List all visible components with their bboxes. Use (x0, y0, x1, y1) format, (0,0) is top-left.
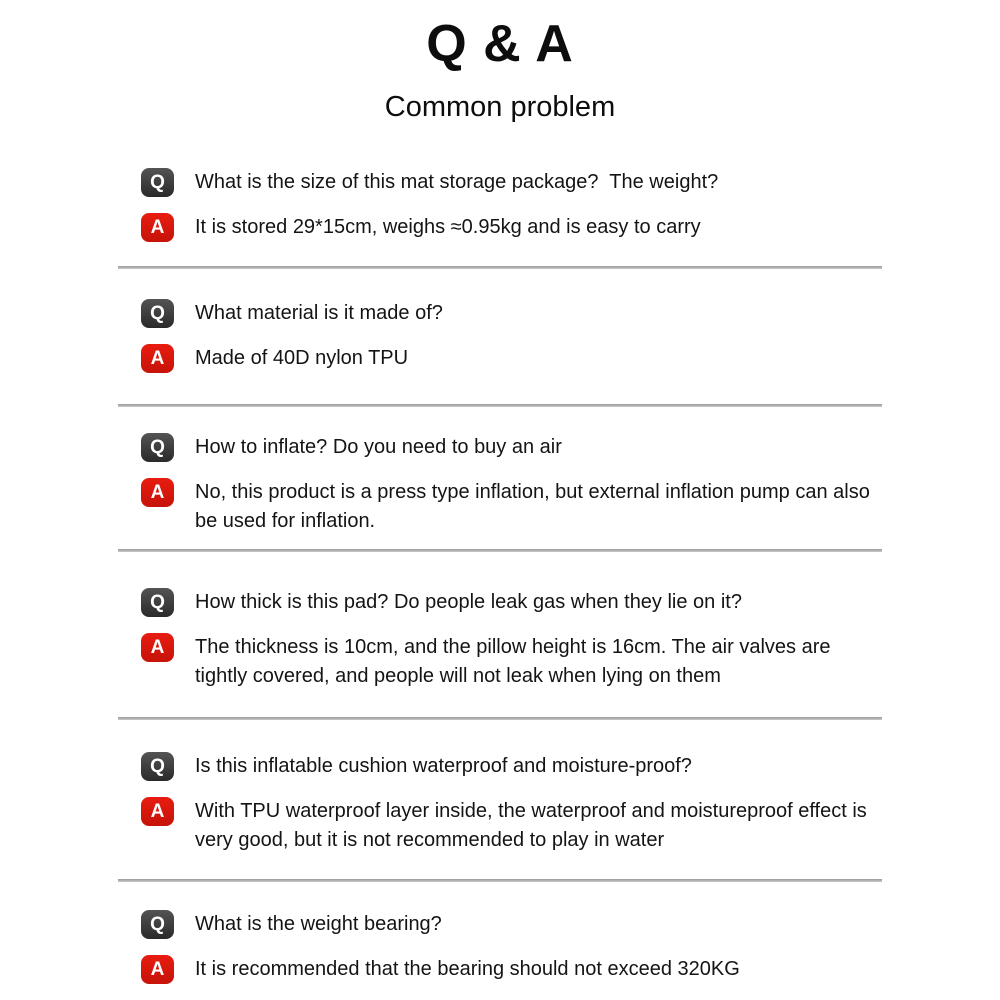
answer-text: It is recommended that the bearing shoul… (195, 958, 740, 980)
question-icon: Q (141, 910, 174, 939)
answer-icon: A (141, 213, 174, 242)
answer-row: A No, this product is a press type infla… (141, 478, 885, 536)
question-row: Q How to inflate? Do you need to buy an … (141, 433, 885, 462)
question-icon: Q (141, 752, 174, 781)
question-text: What is the size of this mat storage pac… (195, 171, 719, 193)
qa-item: Q What material is it made of? A Made of… (141, 299, 885, 373)
answer-icon: A (141, 344, 174, 373)
answer-text: With TPU waterproof layer inside, the wa… (195, 800, 873, 851)
answer-icon: A (141, 633, 174, 662)
question-text: How to inflate? Do you need to buy an ai… (195, 436, 562, 458)
page-subtitle: Common problem (384, 91, 616, 123)
question-text: Is this inflatable cushion waterproof an… (195, 755, 692, 777)
divider (118, 549, 882, 552)
divider (118, 717, 882, 720)
answer-row: A Made of 40D nylon TPU (141, 344, 885, 373)
answer-text: No, this product is a press type inflati… (195, 481, 876, 532)
answer-icon: A (141, 955, 174, 984)
answer-icon: A (141, 478, 174, 507)
qa-item: Q Is this inflatable cushion waterproof … (141, 752, 885, 855)
divider (118, 879, 882, 882)
question-row: Q What is the size of this mat storage p… (141, 168, 885, 197)
question-text: What material is it made of? (195, 302, 443, 324)
answer-icon: A (141, 797, 174, 826)
answer-row: A With TPU waterproof layer inside, the … (141, 797, 885, 855)
question-row: Q What material is it made of? (141, 299, 885, 328)
question-icon: Q (141, 299, 174, 328)
question-text: What is the weight bearing? (195, 913, 442, 935)
question-icon: Q (141, 433, 174, 462)
answer-row: A It is stored 29*15cm, weighs ≈0.95kg a… (141, 213, 885, 242)
question-text: How thick is this pad? Do people leak ga… (195, 591, 742, 613)
question-row: Q How thick is this pad? Do people leak … (141, 588, 885, 617)
page-title: Q & A (426, 15, 574, 73)
answer-row: A It is recommended that the bearing sho… (141, 955, 885, 984)
qa-item: Q What is the size of this mat storage p… (141, 168, 885, 242)
question-row: Q Is this inflatable cushion waterproof … (141, 752, 885, 781)
qa-item: Q What is the weight bearing? A It is re… (141, 910, 885, 984)
answer-text: It is stored 29*15cm, weighs ≈0.95kg and… (195, 216, 701, 238)
qa-item: Q How to inflate? Do you need to buy an … (141, 433, 885, 536)
question-icon: Q (141, 588, 174, 617)
question-icon: Q (141, 168, 174, 197)
divider (118, 404, 882, 407)
answer-text: Made of 40D nylon TPU (195, 347, 409, 369)
answer-text: The thickness is 10cm, and the pillow he… (195, 636, 837, 687)
divider (118, 266, 882, 269)
qa-item: Q How thick is this pad? Do people leak … (141, 588, 885, 691)
question-row: Q What is the weight bearing? (141, 910, 885, 939)
answer-row: A The thickness is 10cm, and the pillow … (141, 633, 885, 691)
